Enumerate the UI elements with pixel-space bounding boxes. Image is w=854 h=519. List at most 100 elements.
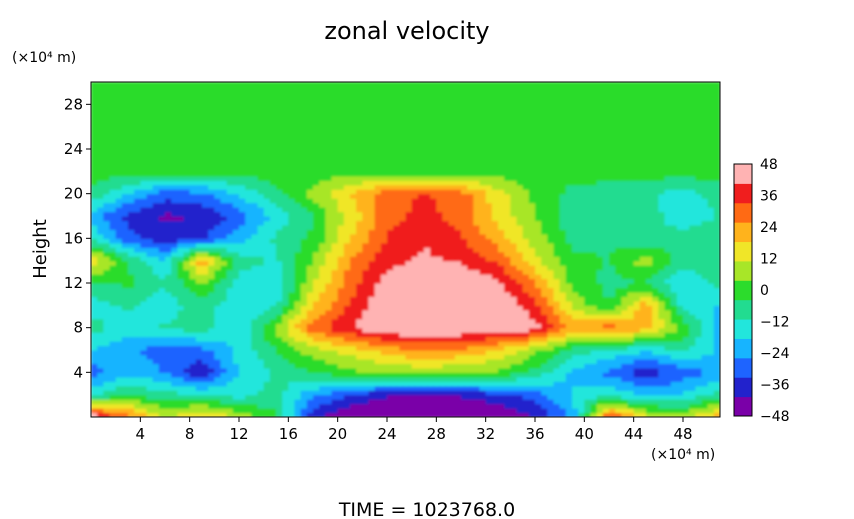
heatmap-cell (325, 390, 333, 396)
heatmap-cell (220, 238, 228, 244)
heatmap-cell (559, 363, 567, 369)
heatmap-cell (220, 247, 228, 253)
heatmap-cell (380, 381, 388, 387)
heatmap-cell (276, 260, 283, 266)
heatmap-cell (343, 216, 351, 222)
heatmap-cell (121, 341, 129, 347)
heatmap-cell (103, 229, 111, 235)
heatmap-cell (202, 354, 209, 360)
heatmap-cell (313, 274, 320, 280)
heatmap-cell (584, 399, 592, 405)
heatmap-cell (491, 358, 499, 364)
heatmap-cell (276, 385, 283, 391)
heatmap-cell (707, 296, 715, 302)
heatmap-cell (658, 327, 666, 333)
heatmap-cell (596, 354, 604, 360)
heatmap-cell (578, 403, 585, 409)
heatmap-cell (615, 238, 622, 244)
heatmap-cell (473, 242, 481, 248)
heatmap-cell (646, 314, 653, 320)
heatmap-cell (146, 358, 154, 364)
heatmap-cell (411, 296, 419, 302)
heatmap-cell (343, 318, 351, 324)
heatmap-cell (251, 408, 259, 414)
heatmap-cell (713, 332, 720, 338)
heatmap-cell (510, 327, 518, 333)
heatmap-cell (263, 211, 271, 217)
heatmap-cell (713, 385, 720, 391)
heatmap-cell (621, 323, 629, 329)
heatmap-cell (220, 408, 228, 414)
heatmap-cell (368, 224, 376, 230)
heatmap-cell (633, 403, 641, 409)
heatmap-cell (263, 372, 271, 378)
heatmap-cell (652, 376, 659, 382)
heatmap-cell (516, 336, 524, 342)
heatmap-cell (565, 341, 573, 347)
heatmap-cell (584, 233, 592, 239)
heatmap-cell (609, 242, 616, 248)
heatmap-cell (553, 291, 561, 297)
heatmap-cell (516, 376, 524, 382)
heatmap-cell (121, 229, 129, 235)
heatmap-cell (689, 327, 696, 333)
heatmap-cell (232, 314, 240, 320)
heatmap-cell (522, 408, 530, 414)
heatmap-cell (590, 332, 598, 338)
heatmap-cell (658, 354, 666, 360)
heatmap-cell (417, 238, 425, 244)
heatmap-cell (683, 403, 690, 409)
heatmap-cell (226, 323, 234, 329)
heatmap-cell (646, 332, 653, 338)
heatmap-cell (399, 207, 407, 213)
heatmap-cell (658, 202, 666, 208)
heatmap-cell (195, 296, 203, 302)
heatmap-cell (257, 269, 265, 275)
heatmap-cell (331, 211, 339, 217)
heatmap-cell (208, 283, 215, 289)
heatmap-cell (232, 345, 240, 351)
heatmap-cell (491, 224, 499, 230)
heatmap-cell (387, 314, 394, 320)
heatmap-cell (109, 233, 117, 239)
heatmap-cell (195, 350, 203, 356)
heatmap-cell (134, 336, 141, 342)
heatmap-cell (707, 385, 715, 391)
heatmap-cell (134, 265, 141, 271)
heatmap-cell (325, 394, 333, 400)
heatmap-cell (152, 345, 160, 351)
heatmap-cell (535, 274, 542, 280)
heatmap-cell (319, 358, 326, 364)
heatmap-cell (325, 224, 333, 230)
heatmap-cell (405, 296, 413, 302)
heatmap-cell (319, 305, 326, 311)
heatmap-cell (393, 251, 400, 257)
heatmap-cell (165, 229, 172, 235)
heatmap-cell (528, 309, 536, 315)
heatmap-cell (695, 233, 703, 239)
heatmap-cell (479, 390, 487, 396)
heatmap-cell (288, 372, 296, 378)
heatmap-cell (473, 220, 481, 226)
heatmap-cell (621, 332, 629, 338)
heatmap-cell (257, 363, 265, 369)
heatmap-cell (177, 385, 185, 391)
heatmap-cell (646, 363, 653, 369)
heatmap-cell (461, 305, 468, 311)
heatmap-cell (430, 224, 437, 230)
heatmap-cell (177, 381, 185, 387)
heatmap-cell (158, 305, 166, 311)
heatmap-cell (584, 376, 592, 382)
heatmap-cell (689, 256, 696, 262)
heatmap-cell (214, 327, 222, 333)
heatmap-cell (454, 198, 462, 204)
heatmap-cell (220, 394, 228, 400)
heatmap-cell (578, 358, 585, 364)
heatmap-cell (461, 408, 468, 414)
heatmap-cell (97, 269, 104, 275)
heatmap-cell (491, 305, 499, 311)
heatmap-cell (417, 372, 425, 378)
heatmap-cell (448, 229, 456, 235)
heatmap-cell (516, 251, 524, 257)
heatmap-cell (436, 399, 444, 405)
